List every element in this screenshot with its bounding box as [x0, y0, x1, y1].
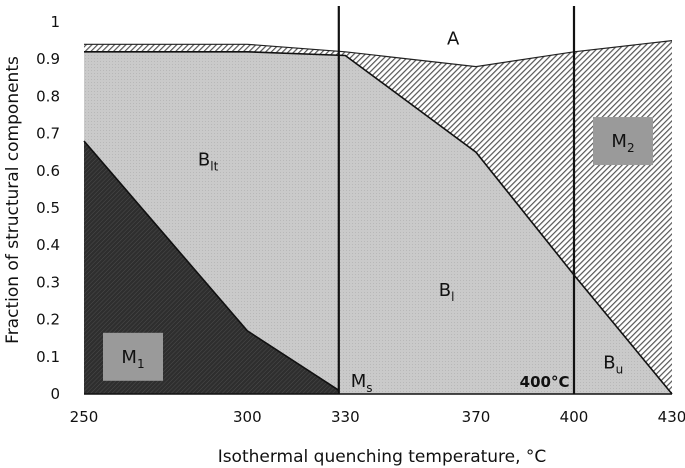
region-label-box-M2 — [593, 117, 653, 166]
y-tick-label: 0.2 — [36, 311, 60, 329]
region-label-box-M1 — [103, 332, 163, 381]
y-axis-ticks: 0 0.1 0.2 0.3 0.4 0.5 0.6 0.7 0.8 0.9 1 — [36, 13, 60, 403]
region-label-Blt: Blt — [198, 150, 219, 174]
y-tick-label: 0.7 — [36, 125, 60, 143]
annotations: 400°C — [520, 373, 570, 391]
y-tick-label: 0 — [50, 385, 60, 403]
x-axis-ticks: 250 300 330 370 400 430 — [70, 408, 685, 426]
boundary-line-m1-top — [83, 140, 340, 391]
y-tick-label: 1 — [50, 13, 60, 31]
y-tick-label: 0.4 — [36, 236, 60, 254]
boundary-line-bainite-top — [84, 50, 673, 395]
region-label-A: A — [447, 29, 460, 50]
area-m1 — [84, 141, 339, 394]
x-tick-label: 430 — [658, 408, 685, 426]
region-label-M2: M2 — [611, 131, 634, 155]
annotation-400c: 400°C — [520, 373, 570, 391]
region-labels: A Blt M2 Bl M1 Ms Bu — [121, 29, 634, 395]
region-label-M1: M1 — [121, 347, 144, 371]
plot-areas — [83, 40, 673, 395]
x-tick-label: 370 — [462, 408, 491, 426]
y-tick-label: 0.3 — [36, 273, 60, 291]
region-label-Ms: Ms — [351, 371, 373, 395]
y-tick-label: 0.5 — [36, 199, 60, 217]
region-label-Bu: Bu — [603, 352, 623, 376]
boundary-line-m2-top — [84, 40, 673, 68]
y-tick-label: 0.6 — [36, 162, 60, 180]
region-label-Bl: Bl — [439, 280, 455, 304]
region-label-boxes — [103, 117, 653, 381]
y-axis-title: Fraction of structural components — [3, 56, 23, 344]
y-tick-label: 0.9 — [36, 50, 60, 68]
vertical-marker-lines — [337, 6, 576, 394]
x-tick-label: 300 — [233, 408, 262, 426]
x-tick-label: 400 — [560, 408, 589, 426]
area-bainite — [84, 51, 672, 395]
y-tick-label: 0.8 — [36, 87, 60, 105]
x-tick-label: 250 — [70, 408, 99, 426]
x-axis-title: Isothermal quenching temperature, °C — [218, 447, 547, 467]
y-tick-label: 0.1 — [36, 348, 60, 366]
x-tick-label: 330 — [331, 408, 360, 426]
